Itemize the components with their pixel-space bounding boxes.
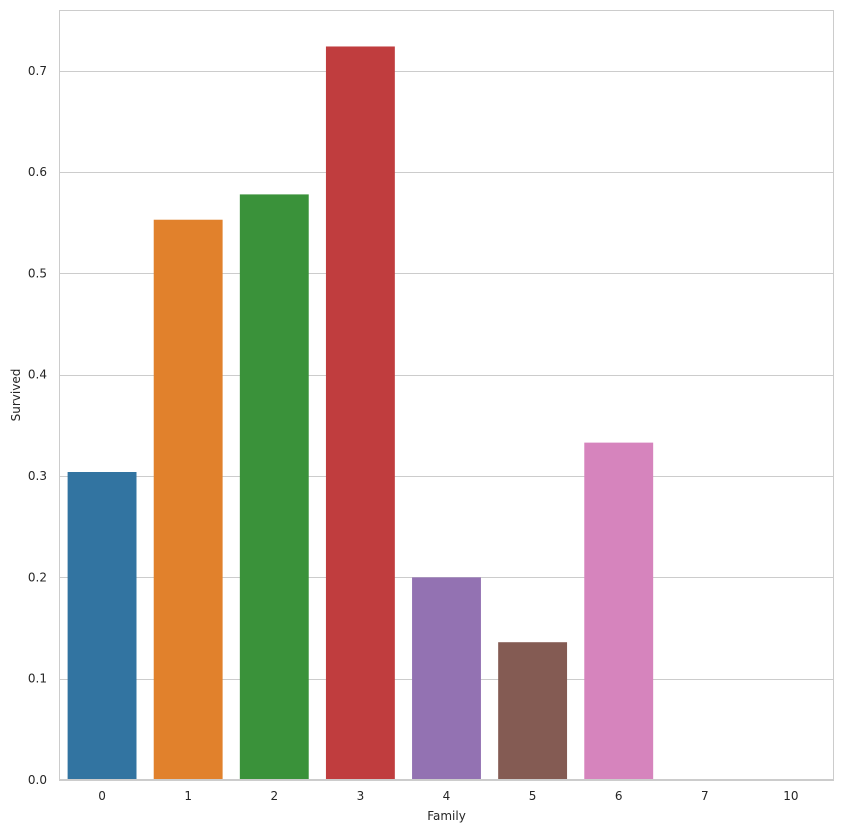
bar — [498, 642, 568, 780]
x-tick-label: 7 — [701, 789, 709, 803]
bar — [584, 442, 654, 780]
x-tick-label: 0 — [98, 789, 106, 803]
x-tick-label: 4 — [443, 789, 451, 803]
x-tick-label: 5 — [529, 789, 537, 803]
bar — [153, 219, 223, 780]
y-tick-label: 0.5 — [28, 266, 47, 280]
bar — [412, 577, 481, 780]
y-tick-label: 0.3 — [28, 469, 47, 483]
y-tick-label: 0.1 — [28, 672, 47, 686]
x-tick-label: 10 — [783, 789, 798, 803]
x-axis-ticks: 0 1 2 3 4 5 6 7 10 — [98, 789, 798, 803]
y-tick-label: 0.6 — [28, 165, 47, 179]
y-tick-label: 0.2 — [28, 570, 47, 584]
y-axis-label: Survived — [9, 369, 23, 422]
plot-frame — [59, 10, 834, 780]
y-tick-label: 0.7 — [28, 64, 47, 78]
bar — [67, 472, 137, 780]
y-tick-label: 0.0 — [28, 773, 47, 787]
x-tick-label: 6 — [615, 789, 623, 803]
bar — [239, 194, 309, 781]
x-axis-label: Family — [427, 809, 466, 823]
y-axis-ticks: 0.0 0.1 0.2 0.3 0.4 0.5 0.6 0.7 — [28, 64, 47, 787]
x-tick-label: 1 — [184, 789, 192, 803]
x-tick-label: 2 — [270, 789, 278, 803]
bar — [325, 46, 395, 780]
y-tick-label: 0.4 — [28, 368, 47, 382]
x-tick-label: 3 — [357, 789, 365, 803]
bar-layer — [67, 46, 654, 781]
